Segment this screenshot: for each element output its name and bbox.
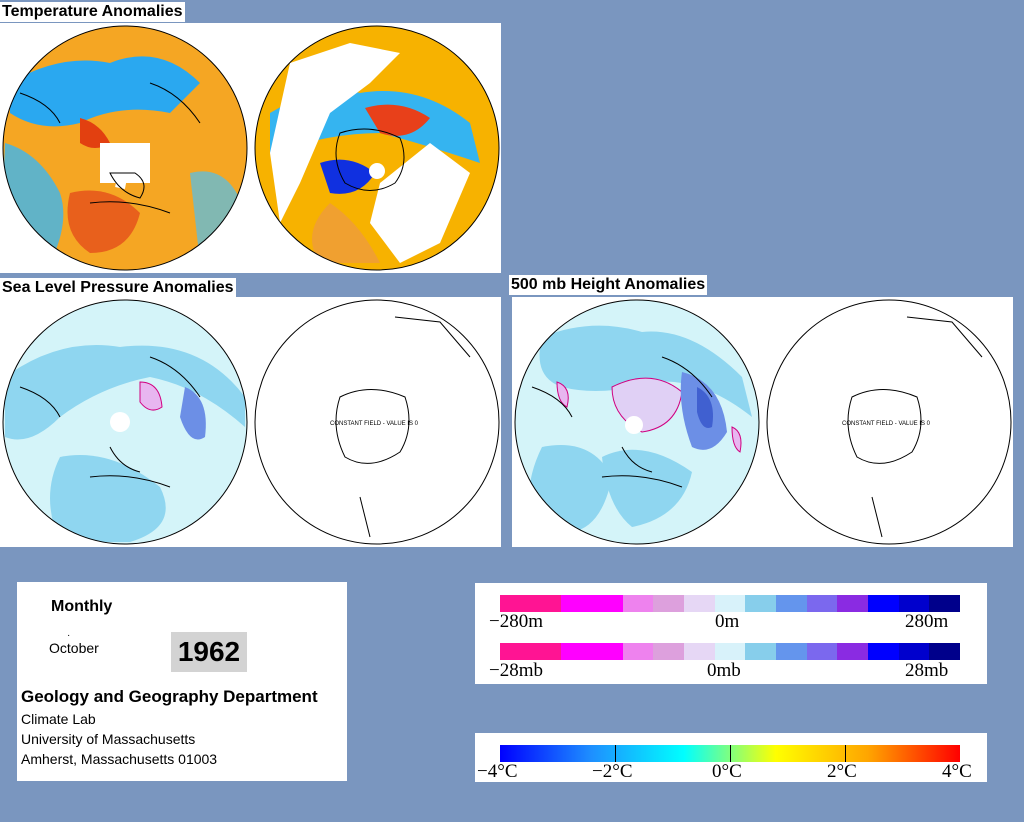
temp-legend-neg4: −4°C: [477, 761, 518, 782]
color-swatch: [929, 595, 961, 612]
color-swatch: [622, 595, 654, 612]
pressure-legend-max: 28mb: [905, 660, 949, 681]
color-swatch: [745, 595, 777, 612]
height-maps-panel: CONSTANT FIELD - VALUE IS 0: [512, 297, 1013, 547]
color-swatch: [898, 595, 930, 612]
pressure-south-map: [254, 299, 500, 545]
pressure-maps-panel: CONSTANT FIELD - VALUE IS 0: [0, 297, 501, 547]
temperature-anomalies-title: Temperature Anomalies: [0, 2, 185, 22]
temperature-color-scale: [500, 745, 960, 762]
pressure-maps: CONSTANT FIELD - VALUE IS 0: [2, 299, 500, 545]
color-swatch: [929, 643, 961, 660]
temp-legend-2: 2°C: [827, 761, 857, 782]
color-swatch: [530, 595, 562, 612]
temp-legend-0: 0°C: [712, 761, 742, 782]
sea-level-pressure-title: Sea Level Pressure Anomalies: [0, 278, 236, 298]
color-swatch: [592, 643, 623, 660]
lab-label: Climate Lab: [21, 711, 96, 727]
height-legend-min: −280m: [489, 611, 543, 632]
color-swatch: [776, 595, 807, 612]
color-swatch: [714, 643, 746, 660]
color-swatch: [898, 643, 930, 660]
temp-legend-neg2: −2°C: [592, 761, 633, 782]
color-swatch: [806, 643, 838, 660]
info-panel: Monthly · October 1962 Geology and Geogr…: [17, 582, 347, 781]
pressure-legend-min: −28mb: [489, 660, 543, 681]
color-swatch: [592, 595, 623, 612]
color-swatch: [530, 643, 562, 660]
height-anomalies-title: 500 mb Height Anomalies: [509, 275, 708, 295]
height-color-scale: [500, 595, 961, 612]
height-legend-max: 280m: [905, 611, 949, 632]
color-swatch: [500, 595, 531, 612]
temperature-maps: [2, 25, 500, 271]
color-swatch: [561, 595, 593, 612]
color-swatch: [868, 595, 899, 612]
temperature-south-map: [255, 26, 499, 270]
temperature-legend: −4°C −2°C 0°C 2°C 4°C: [475, 733, 987, 782]
pressure-north-map: [3, 300, 247, 544]
color-swatch: [837, 643, 869, 660]
color-swatch: [714, 595, 746, 612]
height-pressure-legend: −280m 0m 280m −28mb 0mb 28mb: [475, 583, 987, 684]
color-swatch: [653, 643, 685, 660]
height-maps: CONSTANT FIELD - VALUE IS 0: [514, 299, 1012, 545]
temp-legend-4: 4°C: [942, 761, 972, 782]
period-label: Monthly: [51, 598, 113, 615]
department-label: Geology and Geography Department: [21, 687, 318, 706]
color-swatch: [776, 643, 807, 660]
university-label: University of Massachusetts: [21, 731, 196, 747]
height-constant-field-label: CONSTANT FIELD - VALUE IS 0: [842, 421, 931, 427]
month-label: October: [49, 640, 99, 656]
color-swatch: [837, 595, 869, 612]
pressure-constant-field-label: CONSTANT FIELD - VALUE IS 0: [330, 421, 419, 427]
color-swatch: [653, 595, 685, 612]
address-label: Amherst, Massachusetts 01003: [21, 751, 218, 767]
color-swatch: [684, 595, 715, 612]
height-north-map: [515, 300, 759, 544]
temperature-north-map: [3, 26, 247, 270]
temperature-maps-panel: [0, 23, 501, 273]
height-legend-mid: 0m: [715, 611, 740, 632]
color-swatch: [745, 643, 777, 660]
height-south-map: [766, 299, 1012, 545]
year-label: 1962: [171, 632, 247, 672]
color-swatch: [684, 643, 715, 660]
pressure-color-scale: [500, 643, 961, 660]
color-swatch: [622, 643, 654, 660]
color-swatch: [868, 643, 899, 660]
color-swatch: [561, 643, 593, 660]
color-swatch: [500, 643, 531, 660]
color-swatch: [806, 595, 838, 612]
pressure-legend-mid: 0mb: [707, 660, 741, 681]
dot-mark: ·: [67, 630, 71, 641]
